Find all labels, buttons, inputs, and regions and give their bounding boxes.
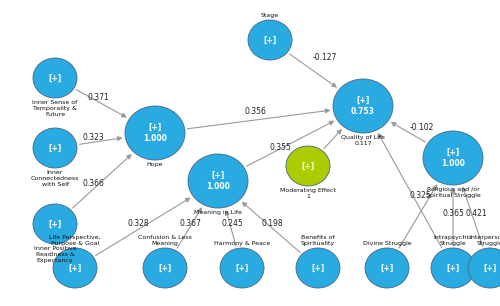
Ellipse shape xyxy=(248,20,292,60)
Text: [+]
1.000: [+] 1.000 xyxy=(206,171,230,191)
Text: 0.198: 0.198 xyxy=(261,219,283,229)
Text: 0.366: 0.366 xyxy=(82,180,104,188)
Text: [+]: [+] xyxy=(68,263,82,273)
Text: [+]: [+] xyxy=(302,162,314,170)
Text: 0.325: 0.325 xyxy=(409,192,431,200)
Text: [+]
1.000: [+] 1.000 xyxy=(143,123,167,143)
Text: [+]: [+] xyxy=(484,263,496,273)
Text: 0.371: 0.371 xyxy=(87,94,109,103)
Text: Meaning in Life: Meaning in Life xyxy=(194,210,242,215)
Ellipse shape xyxy=(431,248,475,288)
Text: Stage: Stage xyxy=(261,13,279,18)
Text: [+]: [+] xyxy=(158,263,172,273)
Text: Interpersonal
Struggle: Interpersonal Struggle xyxy=(469,235,500,246)
Ellipse shape xyxy=(53,248,97,288)
Text: [+]: [+] xyxy=(48,73,62,83)
Ellipse shape xyxy=(286,146,330,186)
Ellipse shape xyxy=(468,248,500,288)
Text: Religious and /or
Spiritual Struggle: Religious and /or Spiritual Struggle xyxy=(426,187,480,198)
Text: [+]: [+] xyxy=(48,144,62,152)
Text: [+]: [+] xyxy=(380,263,394,273)
Text: [+]: [+] xyxy=(264,35,276,44)
Ellipse shape xyxy=(296,248,340,288)
Ellipse shape xyxy=(365,248,409,288)
Text: Hope: Hope xyxy=(147,162,163,167)
Text: 0.367: 0.367 xyxy=(179,219,201,229)
Text: [+]: [+] xyxy=(236,263,248,273)
Text: Inner
Connectedness
with Self: Inner Connectedness with Self xyxy=(31,170,79,187)
Ellipse shape xyxy=(188,154,248,208)
Text: Harmony & Peace: Harmony & Peace xyxy=(214,241,270,246)
Text: Life Perspective,
Purpose & Goal: Life Perspective, Purpose & Goal xyxy=(49,235,101,246)
Text: 0.355: 0.355 xyxy=(269,144,291,152)
Text: -0.127: -0.127 xyxy=(313,54,337,62)
Text: Inner Positive
Readiness &
Expectancy: Inner Positive Readiness & Expectancy xyxy=(34,246,76,263)
Ellipse shape xyxy=(423,131,483,185)
Ellipse shape xyxy=(143,248,187,288)
Ellipse shape xyxy=(125,106,185,160)
Text: [+]
0.753: [+] 0.753 xyxy=(351,96,375,116)
Ellipse shape xyxy=(33,204,77,244)
Text: 0.328: 0.328 xyxy=(127,219,149,229)
Text: Moderating Effect
1: Moderating Effect 1 xyxy=(280,188,336,199)
Text: 0.421: 0.421 xyxy=(465,210,487,218)
Text: 0.323: 0.323 xyxy=(82,133,104,143)
Ellipse shape xyxy=(33,128,77,168)
Text: Inner Sense of
Temporality &
Future: Inner Sense of Temporality & Future xyxy=(32,100,78,117)
Text: Divine Struggle: Divine Struggle xyxy=(362,241,412,246)
Ellipse shape xyxy=(333,79,393,133)
Text: Quality of Life
0.117: Quality of Life 0.117 xyxy=(341,135,385,146)
Text: 0.356: 0.356 xyxy=(244,106,266,115)
Text: 0.365: 0.365 xyxy=(442,210,464,218)
Ellipse shape xyxy=(220,248,264,288)
Text: [+]: [+] xyxy=(312,263,324,273)
Text: [+]
1.000: [+] 1.000 xyxy=(441,148,465,168)
Ellipse shape xyxy=(33,58,77,98)
Text: Benefits of
Spirituality: Benefits of Spirituality xyxy=(301,235,335,246)
Text: Intrapsychic
Struggle: Intrapsychic Struggle xyxy=(434,235,472,246)
Text: [+]: [+] xyxy=(48,219,62,229)
Text: -0.102: -0.102 xyxy=(410,124,434,132)
Text: [+]: [+] xyxy=(446,263,460,273)
Text: 0.245: 0.245 xyxy=(221,219,243,229)
Text: Confusion & Less
Meaning: Confusion & Less Meaning xyxy=(138,235,192,246)
